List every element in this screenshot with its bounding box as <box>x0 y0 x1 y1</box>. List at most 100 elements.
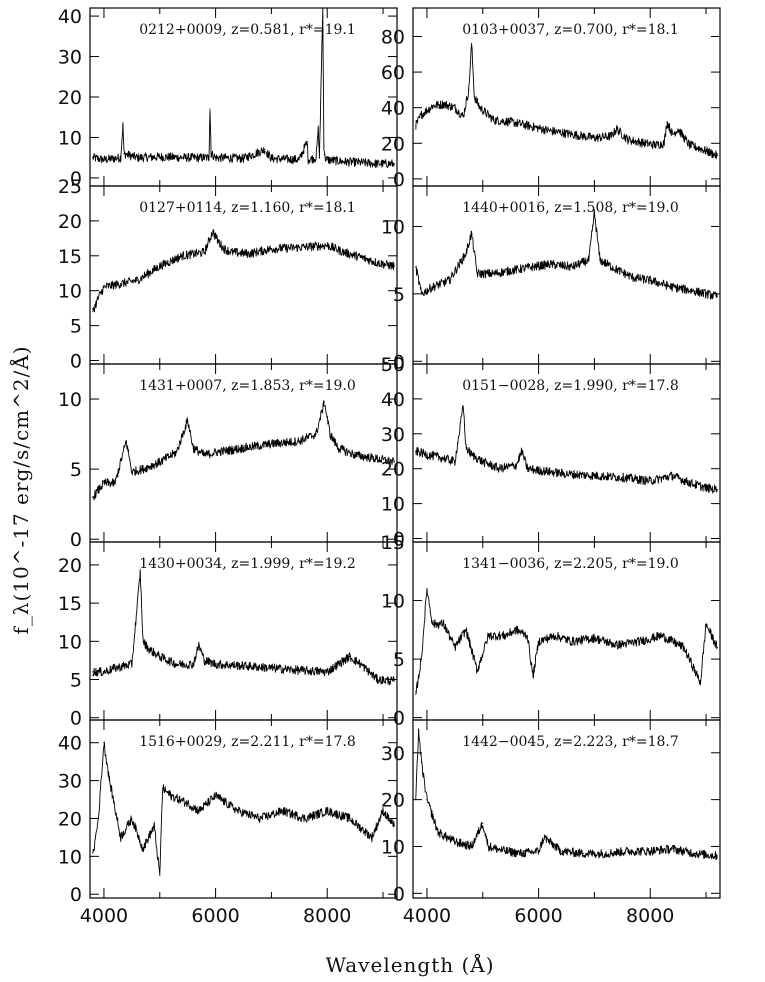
data-point <box>610 135 612 137</box>
y-tick-label: 5 <box>393 284 405 306</box>
data-point <box>672 133 674 135</box>
data-point <box>131 471 133 473</box>
data-point <box>139 572 141 574</box>
panel-label: 1430+0034, z=1.999, r*=19.2 <box>139 556 356 572</box>
data-point <box>187 419 189 421</box>
panel-2: 0 20 40 60 80 0103+0037, z=0.700, r*=18.1 <box>381 7 721 191</box>
y-tick-label: 10 <box>381 216 405 238</box>
y-tick-label: 20 <box>381 790 405 812</box>
y-tick-label: 5 <box>393 649 405 671</box>
y-tick-label: 10 <box>58 389 82 411</box>
y-tick-label: 25 <box>58 176 82 198</box>
data-point <box>582 852 584 855</box>
data-point <box>322 7 324 9</box>
data-point <box>270 443 272 445</box>
panel-label: 1442−0045, z=2.223, r*=18.7 <box>462 734 679 750</box>
data-point <box>482 461 484 463</box>
data-point <box>538 640 540 643</box>
panel-label: 0103+0037, z=0.700, r*=18.1 <box>462 22 679 38</box>
data-point <box>248 253 250 255</box>
data-point <box>212 230 214 232</box>
data-point <box>159 874 161 876</box>
data-point <box>465 447 467 449</box>
data-point <box>307 159 309 161</box>
y-tick-label: 0 <box>70 351 82 373</box>
data-point <box>92 496 94 498</box>
data-point <box>142 640 144 642</box>
data-point <box>593 475 596 477</box>
data-point <box>632 277 635 279</box>
data-point <box>306 140 308 143</box>
data-point <box>259 817 261 820</box>
data-point <box>148 648 150 650</box>
data-point <box>454 841 456 843</box>
data-point <box>317 128 319 130</box>
data-point <box>217 241 219 243</box>
x-tick-label: 8000 <box>626 905 674 927</box>
data-point <box>554 635 556 637</box>
y-tick-label: 0 <box>70 168 82 190</box>
data-point <box>526 468 529 470</box>
data-point <box>323 144 325 147</box>
data-point <box>103 159 105 161</box>
panel-label: 1341−0036, z=2.205, r*=19.0 <box>462 556 679 572</box>
spectrum-line <box>415 405 718 494</box>
data-point <box>504 635 506 637</box>
data-point <box>627 850 629 852</box>
y-tick-label: 0 <box>70 884 82 906</box>
data-point <box>571 133 573 135</box>
data-point <box>153 825 155 827</box>
y-tick-label: 30 <box>58 47 82 69</box>
data-point <box>543 836 545 838</box>
data-point <box>298 159 300 161</box>
data-point <box>159 156 161 158</box>
data-point <box>97 297 99 299</box>
data-point <box>349 656 351 658</box>
data-point <box>103 482 105 484</box>
data-point <box>571 640 573 643</box>
data-point <box>120 836 122 839</box>
data-point <box>382 810 384 812</box>
y-tick-label: 40 <box>381 389 405 411</box>
y-tick-label: 20 <box>381 133 405 155</box>
data-point <box>493 119 495 121</box>
x-tick-label: 4000 <box>403 905 451 927</box>
data-point <box>649 279 651 281</box>
data-point <box>454 461 456 463</box>
data-point <box>716 646 718 649</box>
data-point <box>426 588 428 590</box>
data-point <box>487 635 489 637</box>
data-point <box>203 251 205 253</box>
data-point <box>198 644 200 646</box>
y-tick-label: 0 <box>70 529 82 551</box>
panel-1: 0 10 20 30 40 0212+0009, z=0.581, r*=19.1 <box>58 6 398 190</box>
data-point <box>443 103 445 105</box>
x-tick-label: 4000 <box>80 905 128 927</box>
data-point <box>431 286 434 288</box>
data-point <box>415 693 417 695</box>
data-point <box>431 105 434 107</box>
data-point <box>479 107 481 109</box>
data-point <box>162 787 164 789</box>
data-point <box>532 266 534 268</box>
panel-5: 0 5 10 1431+0007, z=1.853, r*=19.0 <box>58 363 398 551</box>
y-tick-label: 40 <box>381 98 405 120</box>
data-point <box>360 161 362 164</box>
spectrum-line <box>415 209 718 300</box>
x-tick-label: 8000 <box>303 905 351 927</box>
y-tick-label: 10 <box>58 631 82 653</box>
data-point <box>122 124 124 126</box>
y-tick-label: 20 <box>58 211 82 233</box>
data-point <box>103 286 105 288</box>
x-tick-label: 6000 <box>191 905 239 927</box>
data-point <box>376 163 379 165</box>
data-point <box>683 646 685 649</box>
data-point <box>324 157 326 159</box>
panel-label: 0151−0028, z=1.990, r*=17.8 <box>462 378 679 394</box>
data-point <box>593 137 596 139</box>
spectrum-line <box>415 588 718 694</box>
panel-frame <box>412 719 721 899</box>
data-point <box>376 678 379 681</box>
panel-8: 0 5 10 15 1341−0036, z=2.205, r*=19.0 <box>381 532 721 730</box>
data-point <box>393 825 395 827</box>
